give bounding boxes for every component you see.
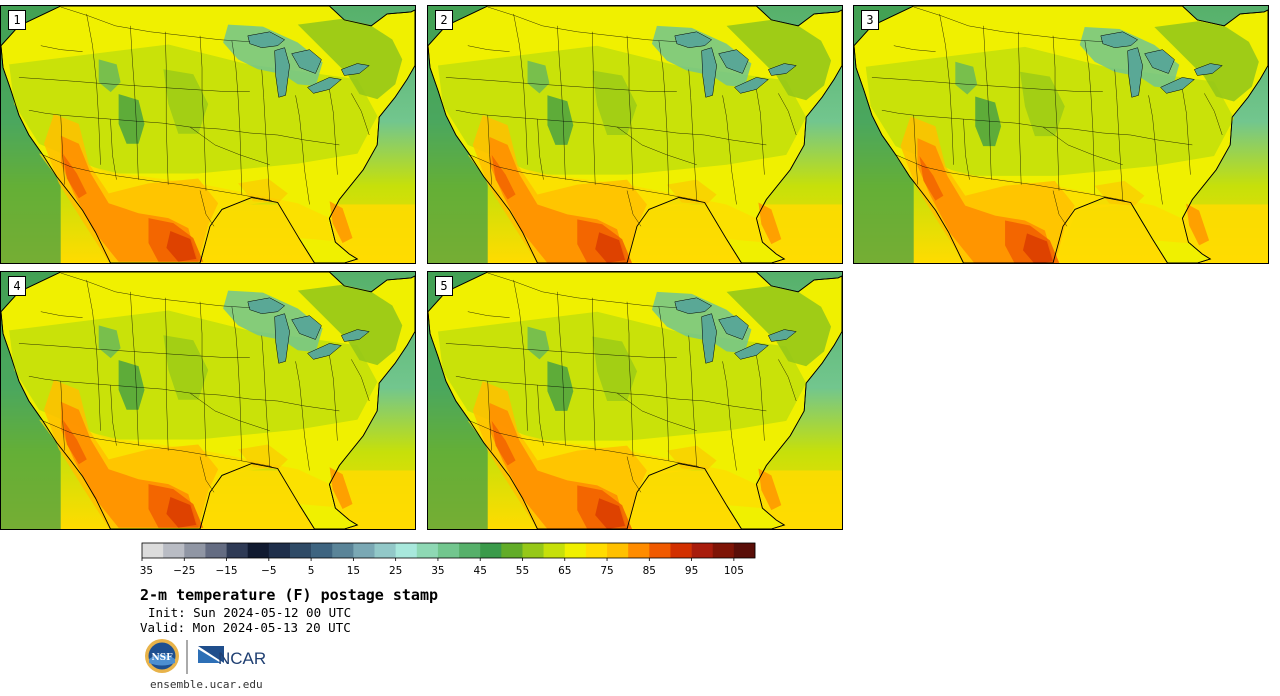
map-panel-4[interactable]: 4 — [0, 271, 416, 530]
colorbar-swatch — [691, 543, 714, 558]
colorbar-tick-label: 55 — [516, 565, 529, 577]
colorbar-swatch — [564, 543, 587, 558]
colorbar-swatch — [142, 543, 164, 558]
colorbar-tick-label: 65 — [558, 565, 571, 577]
colorbar-tick-label: 25 — [389, 565, 402, 577]
panel-label: 3 — [861, 10, 879, 30]
colorbar-swatch — [670, 543, 692, 558]
panel-label: 5 — [435, 276, 453, 296]
plot-title: 2-m temperature (F) postage stamp — [140, 586, 439, 604]
colorbar-swatch — [543, 543, 566, 558]
colorbar-swatch — [628, 543, 650, 558]
colorbar-swatch — [480, 543, 502, 558]
init-time: Init: Sun 2024-05-12 00 UTC — [148, 605, 352, 620]
colorbar-swatch — [522, 543, 544, 558]
colorbar-tick-label: 15 — [347, 565, 360, 577]
temperature-map — [854, 6, 1268, 263]
nsf-logo-text: NSF — [151, 653, 173, 663]
nsf-logo-icon: NSF — [145, 639, 179, 673]
panel-label: 2 — [435, 10, 453, 30]
temperature-map — [1, 6, 415, 263]
temperature-map — [428, 6, 842, 263]
temperature-map — [1, 272, 415, 529]
map-panel-1[interactable]: 1 — [0, 5, 416, 264]
temperature-map — [428, 272, 842, 529]
ncar-logo-icon: NCAR — [198, 646, 266, 668]
colorbar-tick-label: 45 — [474, 565, 487, 577]
colorbar-tick-label: −35 — [140, 565, 153, 577]
map-panel-5[interactable]: 5 — [427, 271, 843, 530]
colorbar-swatch — [733, 543, 756, 558]
colorbar-swatch — [374, 543, 396, 558]
colorbar-tick-label: −15 — [215, 565, 237, 577]
colorbar-tick-label: 35 — [431, 565, 444, 577]
colorbar-swatch — [311, 543, 333, 558]
colorbar-swatch — [416, 543, 439, 558]
sponsor-logos: NSF NCAR — [145, 639, 266, 674]
colorbar-tick-label: −5 — [261, 565, 276, 577]
colorbar-tick-label: 5 — [308, 565, 315, 577]
temperature-colorbar: −35−25−15−55152535455565758595105115 — [140, 542, 756, 577]
colorbar-swatch — [226, 543, 248, 558]
colorbar-swatch — [437, 543, 460, 558]
valid-time: Valid: Mon 2024-05-13 20 UTC — [140, 620, 351, 635]
panel-label: 4 — [8, 276, 26, 296]
colorbar-swatch — [268, 543, 291, 558]
colorbar-swatch — [649, 543, 671, 558]
colorbar-swatch — [163, 543, 185, 558]
map-panel-2[interactable]: 2 — [427, 5, 843, 264]
map-panel-3[interactable]: 3 — [853, 5, 1269, 264]
colorbar-swatch — [459, 543, 481, 558]
panel-label: 1 — [8, 10, 26, 30]
colorbar-swatch — [205, 543, 227, 558]
colorbar-swatch — [247, 543, 270, 558]
colorbar-tick-label: 75 — [600, 565, 613, 577]
colorbar-swatch — [712, 543, 735, 558]
colorbar-swatch — [184, 543, 206, 558]
ncar-logo-text: NCAR — [218, 649, 266, 668]
colorbar-swatch — [332, 543, 354, 558]
colorbar-swatch — [395, 543, 418, 558]
colorbar-tick-label: 85 — [643, 565, 656, 577]
colorbar-tick-label: 105 — [724, 565, 744, 577]
colorbar-swatch — [289, 543, 312, 558]
website-link[interactable]: ensemble.ucar.edu — [150, 678, 263, 691]
colorbar-swatch — [353, 543, 375, 558]
colorbar-tick-label: −25 — [173, 565, 195, 577]
colorbar-swatch — [501, 543, 523, 558]
colorbar-tick-label: 95 — [685, 565, 698, 577]
colorbar-swatch — [585, 543, 608, 558]
colorbar-swatch — [607, 543, 629, 558]
